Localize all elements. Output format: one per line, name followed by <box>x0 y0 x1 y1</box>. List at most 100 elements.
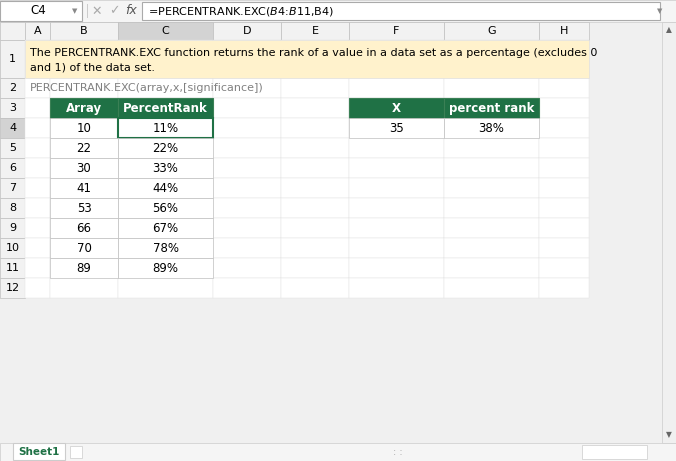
Text: 66: 66 <box>76 221 91 235</box>
Bar <box>50 238 118 258</box>
Bar <box>70 446 82 458</box>
Text: A: A <box>34 26 41 36</box>
Bar <box>213 22 281 40</box>
Bar <box>0 98 25 118</box>
Bar <box>25 138 50 158</box>
Bar <box>444 78 539 98</box>
Bar <box>50 258 118 278</box>
Bar <box>50 78 118 98</box>
Bar <box>25 78 50 98</box>
Bar <box>0 258 25 278</box>
Bar <box>118 158 213 178</box>
Text: 22%: 22% <box>152 142 178 154</box>
Text: ▼: ▼ <box>657 8 662 14</box>
Bar <box>0 443 676 461</box>
Bar <box>349 138 444 158</box>
Text: ◄: ◄ <box>612 448 618 456</box>
Bar <box>25 258 50 278</box>
Text: F: F <box>393 26 400 36</box>
Bar <box>582 445 647 459</box>
Text: ▼: ▼ <box>666 431 672 439</box>
Bar <box>213 278 281 298</box>
Bar <box>281 278 349 298</box>
Text: 9: 9 <box>9 223 16 233</box>
Text: 44%: 44% <box>152 182 178 195</box>
Bar <box>50 218 118 238</box>
Bar <box>444 258 539 278</box>
Bar <box>539 278 589 298</box>
Bar <box>118 278 213 298</box>
Bar <box>349 98 444 118</box>
Bar <box>118 78 213 98</box>
Text: +: + <box>71 447 80 457</box>
Bar <box>539 178 589 198</box>
Text: 41: 41 <box>76 182 91 195</box>
Bar <box>444 198 539 218</box>
Text: D: D <box>243 26 251 36</box>
Bar <box>118 218 213 238</box>
Bar <box>50 118 118 138</box>
Bar <box>213 98 281 118</box>
Bar <box>118 118 213 138</box>
Bar <box>0 238 25 258</box>
Bar <box>0 40 25 78</box>
Bar <box>539 138 589 158</box>
Bar <box>213 158 281 178</box>
Text: G: G <box>487 26 496 36</box>
Bar <box>0 218 25 238</box>
Bar <box>118 40 213 78</box>
Bar <box>0 78 25 98</box>
Bar <box>25 40 50 78</box>
Text: E: E <box>312 26 318 36</box>
Bar <box>50 158 118 178</box>
Bar <box>142 2 660 20</box>
Bar <box>50 198 118 218</box>
Bar <box>349 218 444 238</box>
Bar <box>0 138 25 158</box>
Bar <box>118 178 213 198</box>
Bar <box>50 218 118 238</box>
Text: 11: 11 <box>5 263 20 273</box>
Bar <box>25 178 50 198</box>
Bar <box>118 198 213 218</box>
Text: 53: 53 <box>76 201 91 214</box>
Text: 4: 4 <box>9 123 16 133</box>
Bar <box>213 178 281 198</box>
Bar <box>444 158 539 178</box>
Bar <box>444 178 539 198</box>
Bar <box>281 40 349 78</box>
Text: Array: Array <box>66 101 102 114</box>
Bar <box>281 118 349 138</box>
Bar <box>281 178 349 198</box>
Text: B: B <box>80 26 88 36</box>
Bar <box>118 258 213 278</box>
Text: 30: 30 <box>76 161 91 175</box>
Text: and 1) of the data set.: and 1) of the data set. <box>30 62 155 72</box>
Bar <box>539 238 589 258</box>
Text: 56%: 56% <box>153 201 178 214</box>
Bar <box>444 118 539 138</box>
Bar <box>213 218 281 238</box>
Bar <box>0 178 25 198</box>
Text: 12: 12 <box>5 283 20 293</box>
Bar <box>0 278 25 298</box>
Text: 2: 2 <box>9 83 16 93</box>
Text: 10: 10 <box>76 122 91 135</box>
Bar <box>539 158 589 178</box>
Text: fx: fx <box>125 5 137 18</box>
Text: 7: 7 <box>9 183 16 193</box>
Bar <box>539 22 589 40</box>
Text: H: H <box>560 26 569 36</box>
Bar <box>118 118 213 138</box>
Bar <box>281 138 349 158</box>
Bar <box>118 98 213 118</box>
Bar <box>213 40 281 78</box>
Bar <box>444 98 539 118</box>
Text: =PERCENTRANK.EXC($B$4:$B$11,B4): =PERCENTRANK.EXC($B$4:$B$11,B4) <box>148 5 334 18</box>
Text: ▼: ▼ <box>72 8 78 14</box>
Bar <box>349 178 444 198</box>
Bar <box>25 40 589 78</box>
Text: 38%: 38% <box>479 122 504 135</box>
Bar <box>50 178 118 198</box>
Bar <box>25 118 50 138</box>
